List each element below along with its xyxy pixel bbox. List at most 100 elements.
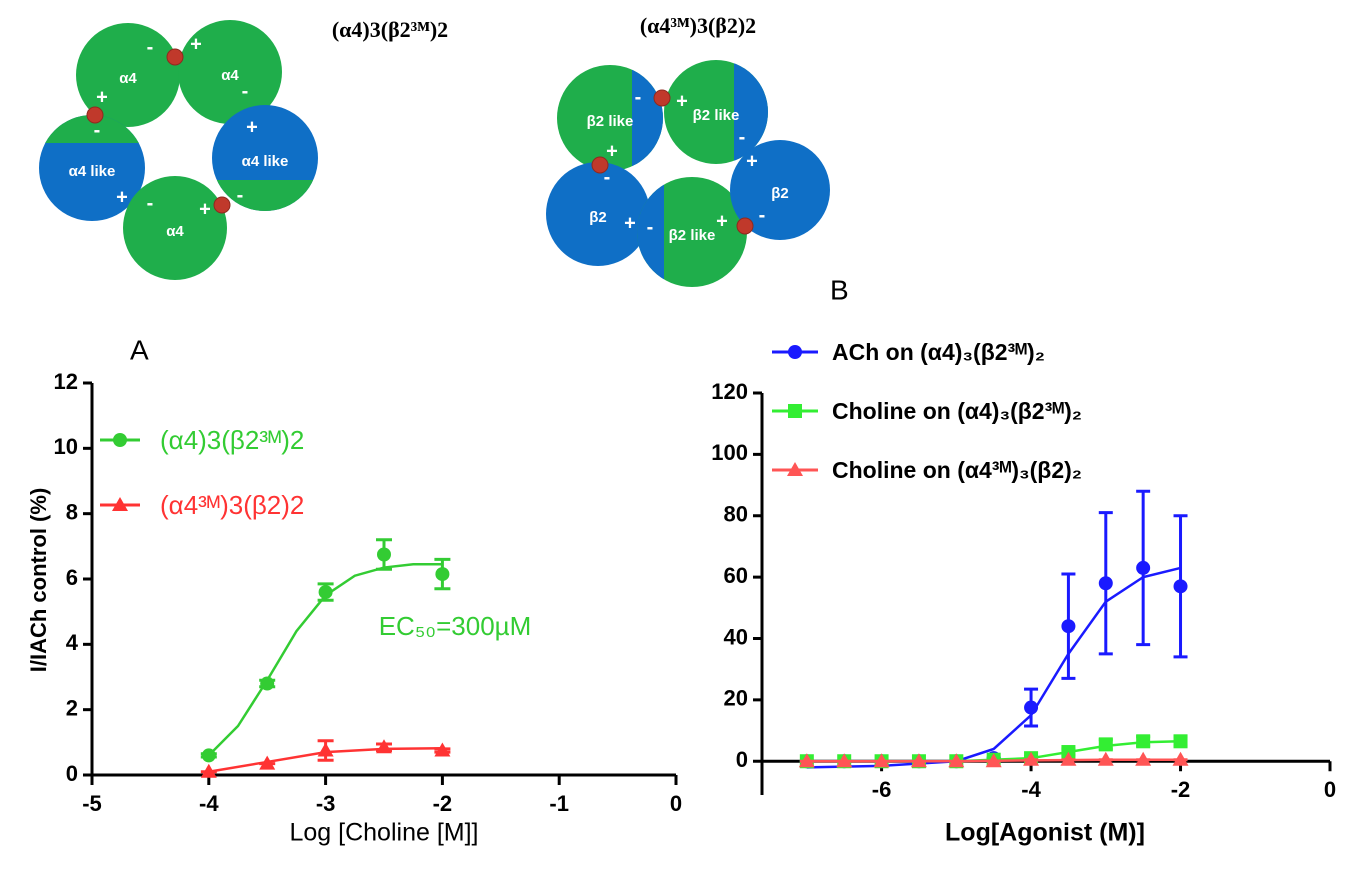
marker bbox=[1098, 576, 1113, 591]
subunit-label: α4 bbox=[166, 223, 184, 240]
subunit-label: α4 bbox=[221, 67, 239, 84]
y-axis-label: I/IACh control (%) bbox=[26, 488, 51, 673]
charge-sign: + bbox=[624, 212, 636, 234]
charge-sign: - bbox=[739, 126, 746, 148]
charge-sign: - bbox=[635, 86, 642, 108]
marker bbox=[260, 676, 275, 691]
marker bbox=[1173, 734, 1188, 749]
subunit-label: β2 like bbox=[587, 113, 634, 130]
marker bbox=[317, 742, 334, 757]
panel-label: B bbox=[830, 274, 849, 305]
marker bbox=[377, 547, 391, 562]
binding-site bbox=[86, 106, 104, 124]
subunit-label: α4 bbox=[119, 70, 137, 87]
panel-label: A bbox=[130, 334, 149, 365]
x-tick-label: -1 bbox=[549, 791, 569, 816]
subunit bbox=[637, 177, 747, 287]
charge-sign: + bbox=[190, 33, 202, 55]
marker bbox=[873, 753, 890, 768]
y-tick-label: 40 bbox=[724, 624, 748, 649]
charge-sign: + bbox=[716, 210, 728, 232]
charge-sign: - bbox=[242, 80, 249, 102]
marker bbox=[318, 585, 333, 600]
marker bbox=[910, 753, 927, 768]
y-tick-label: 12 bbox=[54, 369, 78, 394]
subunit bbox=[123, 176, 227, 280]
marker bbox=[435, 567, 450, 582]
diagram-title: (α4)3(β2³ᴹ)2 bbox=[332, 17, 448, 42]
x-tick-label: -3 bbox=[316, 791, 336, 816]
binding-site bbox=[736, 217, 754, 235]
charge-sign: + bbox=[199, 198, 211, 220]
x-tick-label: 0 bbox=[670, 791, 682, 816]
y-tick-label: 4 bbox=[66, 630, 79, 655]
y-tick-label: 120 bbox=[711, 379, 748, 404]
charge-sign: + bbox=[246, 116, 258, 138]
legend-marker bbox=[112, 497, 128, 511]
legend-marker bbox=[113, 433, 127, 447]
marker bbox=[259, 755, 276, 770]
subunit-label: β2 like bbox=[693, 107, 740, 124]
marker bbox=[1173, 579, 1188, 594]
subunit bbox=[178, 20, 282, 124]
charge-sign: + bbox=[676, 90, 688, 112]
x-tick-label: -4 bbox=[1021, 777, 1041, 802]
marker bbox=[1023, 751, 1040, 766]
binding-site bbox=[166, 48, 184, 66]
binding-site bbox=[213, 196, 231, 214]
charge-sign: + bbox=[96, 86, 108, 108]
y-tick-label: 8 bbox=[66, 499, 78, 524]
charge-sign: + bbox=[746, 150, 758, 172]
marker bbox=[376, 739, 392, 754]
x-tick-label: -6 bbox=[872, 777, 892, 802]
x-tick-label: -5 bbox=[82, 791, 102, 816]
subunit-label: β2 bbox=[771, 185, 789, 202]
y-tick-label: 0 bbox=[66, 761, 78, 786]
subunit bbox=[76, 23, 180, 127]
subunit-label: β2 bbox=[589, 209, 607, 226]
marker bbox=[201, 748, 216, 763]
marker bbox=[1172, 751, 1189, 766]
marker bbox=[1098, 737, 1113, 752]
y-tick-label: 20 bbox=[724, 686, 748, 711]
legend-label: (α4³ᴹ)3(β2)2 bbox=[160, 490, 304, 520]
marker bbox=[434, 742, 451, 757]
y-tick-label: 80 bbox=[724, 502, 748, 527]
marker bbox=[798, 753, 815, 768]
marker bbox=[1136, 560, 1151, 575]
charge-sign: - bbox=[237, 184, 244, 206]
diagram-title: (α4³ᴹ)3(β2)2 bbox=[640, 13, 756, 38]
binding-site bbox=[653, 89, 671, 107]
x-tick-label: 0 bbox=[1324, 777, 1336, 802]
fit-curve bbox=[806, 566, 1181, 769]
binding-site bbox=[591, 156, 609, 174]
x-tick-label: -4 bbox=[199, 791, 219, 816]
annotation: EC₅₀=300µM bbox=[379, 611, 532, 641]
legend-marker bbox=[787, 462, 803, 476]
marker bbox=[985, 753, 1002, 768]
charge-sign: - bbox=[647, 216, 654, 238]
subunit-label: α4 like bbox=[242, 153, 289, 170]
marker bbox=[948, 753, 965, 768]
legend-label: (α4)3(β2³ᴹ)2 bbox=[160, 425, 304, 455]
charge-sign: - bbox=[147, 36, 154, 58]
y-tick-label: 100 bbox=[711, 440, 748, 465]
y-tick-label: 60 bbox=[724, 563, 748, 588]
marker bbox=[1136, 734, 1151, 749]
charge-sign: - bbox=[94, 119, 101, 141]
legend-marker bbox=[788, 345, 802, 359]
y-tick-label: 2 bbox=[66, 695, 78, 720]
y-tick-label: 10 bbox=[54, 434, 78, 459]
y-tick-label: 6 bbox=[66, 565, 78, 590]
legend-label: Choline on (α4)₃(β2³ᴹ)₂ bbox=[832, 398, 1082, 424]
charge-sign: + bbox=[606, 140, 618, 162]
marker bbox=[1061, 619, 1076, 634]
x-tick-label: -2 bbox=[1171, 777, 1191, 802]
legend-label: ACh on (α4)₃(β2³ᴹ)₂ bbox=[832, 339, 1045, 365]
charge-sign: - bbox=[147, 192, 154, 214]
marker bbox=[200, 763, 217, 778]
subunit bbox=[546, 162, 650, 266]
charge-sign: - bbox=[759, 204, 766, 226]
x-axis-label: Log [Choline [M]] bbox=[290, 819, 479, 847]
